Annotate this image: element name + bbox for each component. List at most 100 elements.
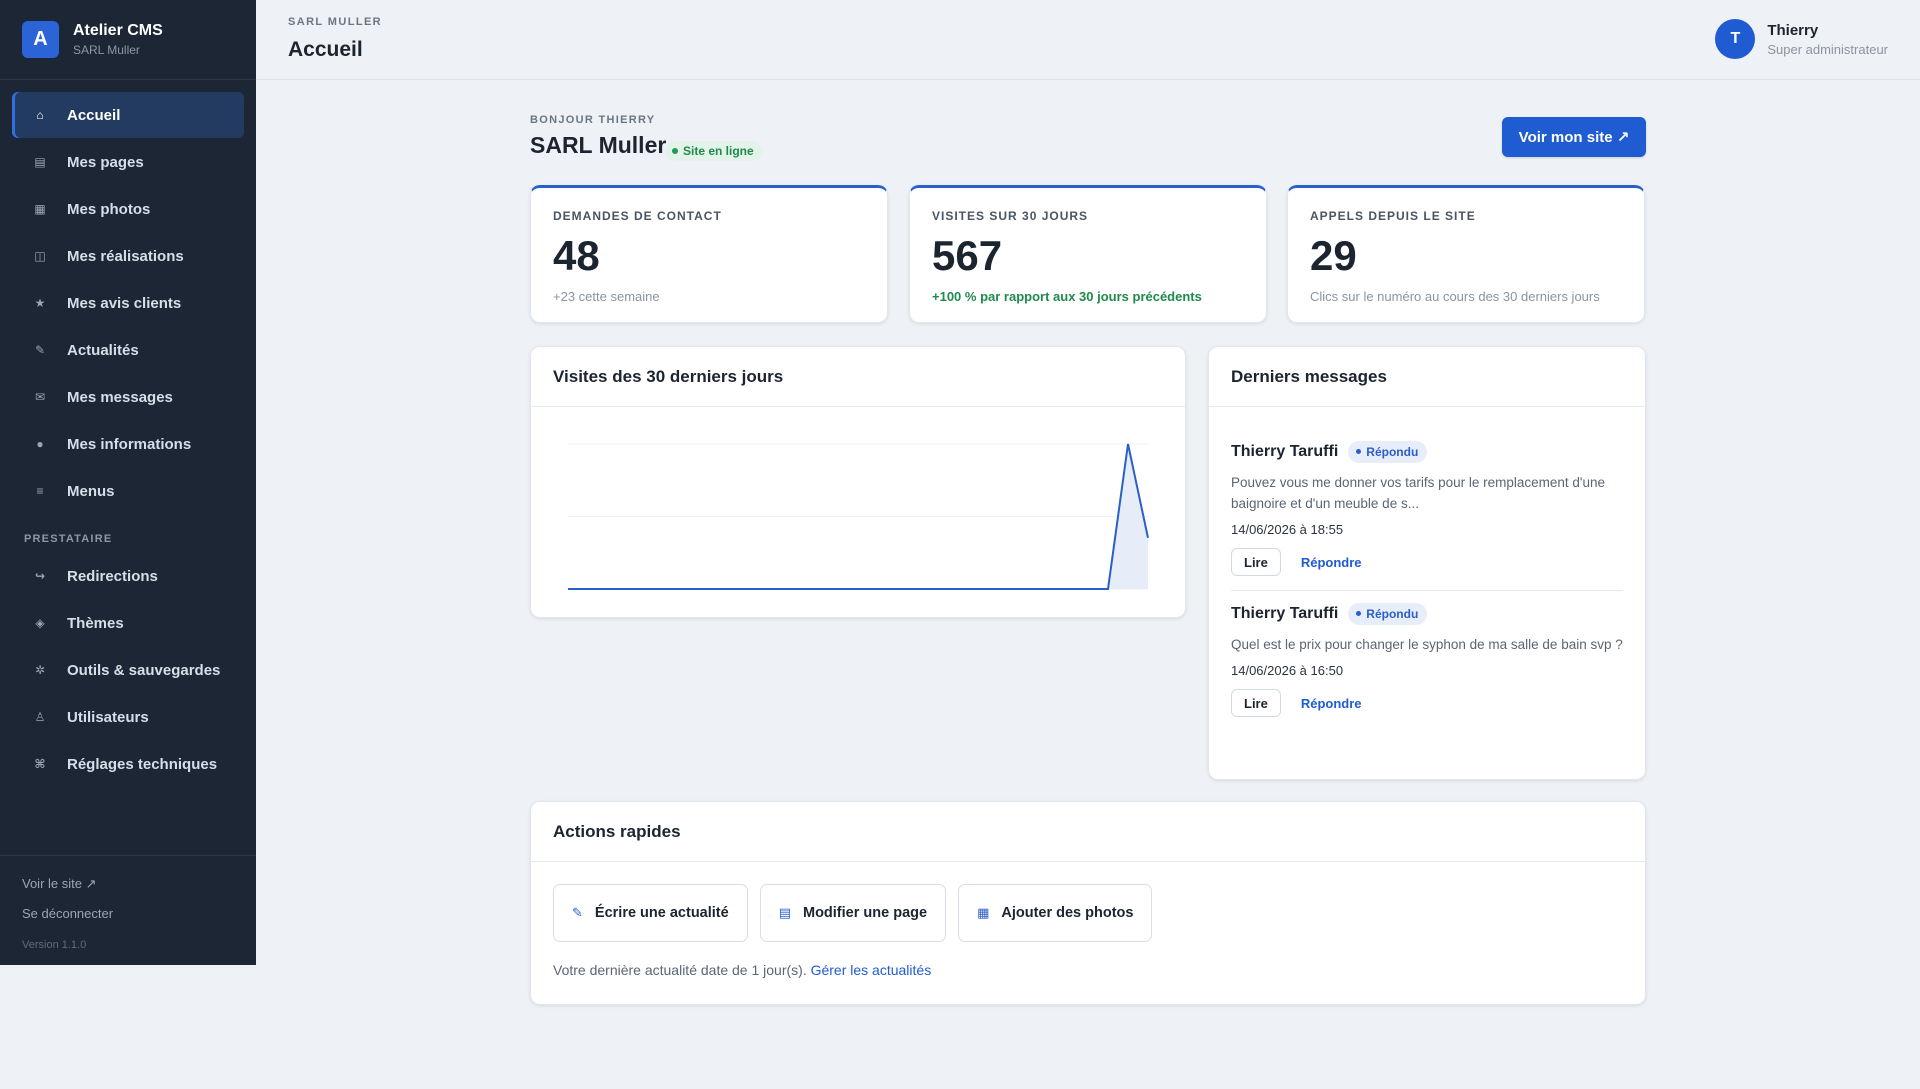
last-news-note: Votre dernière actualité date de 1 jour(… [531, 942, 1645, 978]
pencil-icon: ✎ [34, 343, 46, 357]
sidebar: A Atelier CMS SARL Muller ⌂ Accueil ▤ Mes … [0, 0, 256, 965]
user-name: Thierry [1767, 21, 1819, 39]
theme-icon: ◈ [35, 616, 45, 630]
sidebar-item-themes[interactable]: ◈ Thèmes [12, 600, 244, 646]
home-icon: ⌂ [36, 108, 44, 122]
message-sender: Thierry Taruffi [1231, 605, 1339, 622]
sidebar-item-outils[interactable]: ✲ Outils & sauvegardes [12, 647, 244, 693]
card-title: Visites des 30 derniers jours [531, 347, 1185, 407]
page-title: Accueil [288, 38, 363, 61]
gear-icon: ✲ [34, 663, 46, 677]
sidebar-item-label: Mes messages [67, 388, 173, 406]
version-label: Version 1.1.0 [22, 939, 87, 951]
button-label: Modifier une page [802, 905, 928, 921]
message-item: Thierry Taruffi Répondu Pouvez vous me d… [1209, 441, 1645, 576]
sidebar-item-label: Mes pages [67, 153, 144, 171]
nav-section-heading: PRESTATAIRE [24, 533, 113, 545]
message-preview: Pouvez vous me donner vos tarifs pour le… [1231, 475, 1606, 511]
stat-sub: +23 cette semaine [553, 289, 660, 304]
stat-sub: Clics sur le numéro au cours des 30 dern… [1310, 289, 1600, 304]
stat-value: 567 [932, 232, 1003, 279]
reply-link[interactable]: Répondre [1300, 695, 1362, 711]
sidebar-item-label: Utilisateurs [67, 708, 149, 726]
star-icon: ★ [34, 296, 46, 310]
sidebar-item-label: Accueil [67, 106, 121, 124]
status-dot-icon [1356, 449, 1362, 455]
message-preview: Quel est le prix pour changer le syphon … [1231, 637, 1623, 652]
sidebar-item-label: Menus [67, 482, 115, 500]
last-news-text: Votre dernière actualité date de 1 jour(… [553, 962, 807, 978]
status-badge: Répondu [1348, 441, 1428, 463]
topbar: SARL MULLER Accueil T Thierry Super admi… [256, 0, 1920, 80]
stat-sub: +100 % par rapport aux 30 jours précéden… [932, 289, 1202, 304]
menu-icon: ≡ [36, 484, 44, 498]
sidebar-item-mes-avis-clients[interactable]: ★ Mes avis clients [12, 280, 244, 326]
card-title: Actions rapides [531, 802, 1645, 862]
photo-icon: ▦ [34, 202, 46, 216]
command-icon: ⌘ [34, 757, 46, 771]
stat-value: 29 [1310, 232, 1357, 279]
message-sender: Thierry Taruffi [1231, 443, 1339, 460]
reply-link[interactable]: Répondre [1300, 554, 1362, 570]
chart-series-line [568, 443, 1149, 590]
sidebar-item-label: Outils & sauvegardes [67, 661, 221, 679]
sidebar-item-mes-informations[interactable]: ● Mes informations [12, 421, 244, 467]
brand[interactable]: A Atelier CMS SARL Muller [0, 0, 256, 80]
stat-label: APPELS DEPUIS LE SITE [1310, 209, 1476, 223]
view-my-site-button[interactable]: Voir mon site ↗ [1502, 117, 1646, 157]
status-badge-label: Site en ligne [683, 144, 754, 158]
sidebar-item-mes-pages[interactable]: ▤ Mes pages [12, 139, 244, 185]
quick-actions-card: Actions rapides ✎ Écrire une actualité ▤ M… [530, 801, 1646, 1005]
logout-link[interactable]: Se déconnecter [22, 906, 114, 921]
page-icon: ▤ [778, 905, 791, 920]
add-photos-button[interactable]: ▦ Ajouter des photos [958, 884, 1153, 942]
divider [1231, 590, 1623, 591]
stat-label: DEMANDES DE CONTACT [553, 209, 722, 223]
message-item: Thierry Taruffi Répondu Quel est le prix… [1209, 603, 1645, 717]
sidebar-item-label: Réglages techniques [67, 755, 218, 773]
envelope-icon: ✉ [34, 390, 46, 404]
stat-label: VISITES SUR 30 JOURS [932, 209, 1089, 223]
sidebar-item-mes-realisations[interactable]: ◫ Mes réalisations [12, 233, 244, 279]
messages-card: Derniers messages Thierry Taruffi Répond… [1208, 346, 1646, 780]
photo-icon: ▦ [977, 905, 990, 920]
sidebar-item-redirections[interactable]: ↪ Redirections [12, 553, 244, 599]
read-button[interactable]: Lire [1231, 548, 1281, 576]
sidebar-item-mes-messages[interactable]: ✉ Mes messages [12, 374, 244, 420]
stat-card-calls: APPELS DEPUIS LE SITE 29 Clics sur le nu… [1287, 185, 1645, 323]
write-news-button[interactable]: ✎ Écrire une actualité [553, 884, 748, 942]
status-badge: Répondu [1348, 603, 1428, 625]
sidebar-footer: Voir le site ↗ Se déconnecter Version 1.… [0, 855, 256, 965]
sidebar-item-reglages[interactable]: ⌘ Réglages techniques [12, 741, 244, 787]
sidebar-item-label: Mes informations [67, 435, 192, 453]
portfolio-icon: ◫ [34, 249, 46, 263]
view-site-link[interactable]: Voir le site ↗ [22, 876, 97, 891]
brand-sub: SARL Muller [73, 43, 140, 57]
stat-card-contacts: DEMANDES DE CONTACT 48 +23 cette semaine [530, 185, 888, 323]
avatar: T [1715, 19, 1756, 59]
sidebar-item-label: Redirections [67, 567, 158, 585]
sidebar-item-label: Mes photos [67, 200, 151, 218]
brand-name: Atelier CMS [73, 22, 163, 39]
sidebar-item-utilisateurs[interactable]: ♙ Utilisateurs [12, 694, 244, 740]
user-menu[interactable]: T Thierry Super administrateur [1715, 19, 1888, 59]
sidebar-item-actualites[interactable]: ✎ Actualités [12, 327, 244, 373]
page-icon: ▤ [34, 155, 46, 169]
message-date: 14/06/2026 à 18:55 [1231, 522, 1344, 537]
brand-logo: A [22, 21, 59, 58]
redirect-icon: ↪ [34, 569, 46, 583]
sidebar-item-label: Thèmes [67, 614, 124, 632]
button-label: Ajouter des photos [1001, 905, 1134, 921]
read-button[interactable]: Lire [1231, 689, 1281, 717]
stat-card-visits: VISITES SUR 30 JOURS 567 +100 % par rapp… [909, 185, 1267, 323]
status-dot-icon [1356, 611, 1362, 617]
stat-value: 48 [553, 232, 600, 279]
manage-news-link[interactable]: Gérer les actualités [810, 962, 932, 978]
edit-page-button[interactable]: ▤ Modifier une page [759, 884, 947, 942]
message-date: 14/06/2026 à 16:50 [1231, 663, 1344, 678]
breadcrumb: SARL MULLER [288, 16, 383, 28]
status-label: Répondu [1366, 445, 1419, 459]
sidebar-item-mes-photos[interactable]: ▦ Mes photos [12, 186, 244, 232]
sidebar-item-menus[interactable]: ≡ Menus [12, 468, 244, 514]
sidebar-item-accueil[interactable]: ⌂ Accueil [12, 92, 244, 138]
